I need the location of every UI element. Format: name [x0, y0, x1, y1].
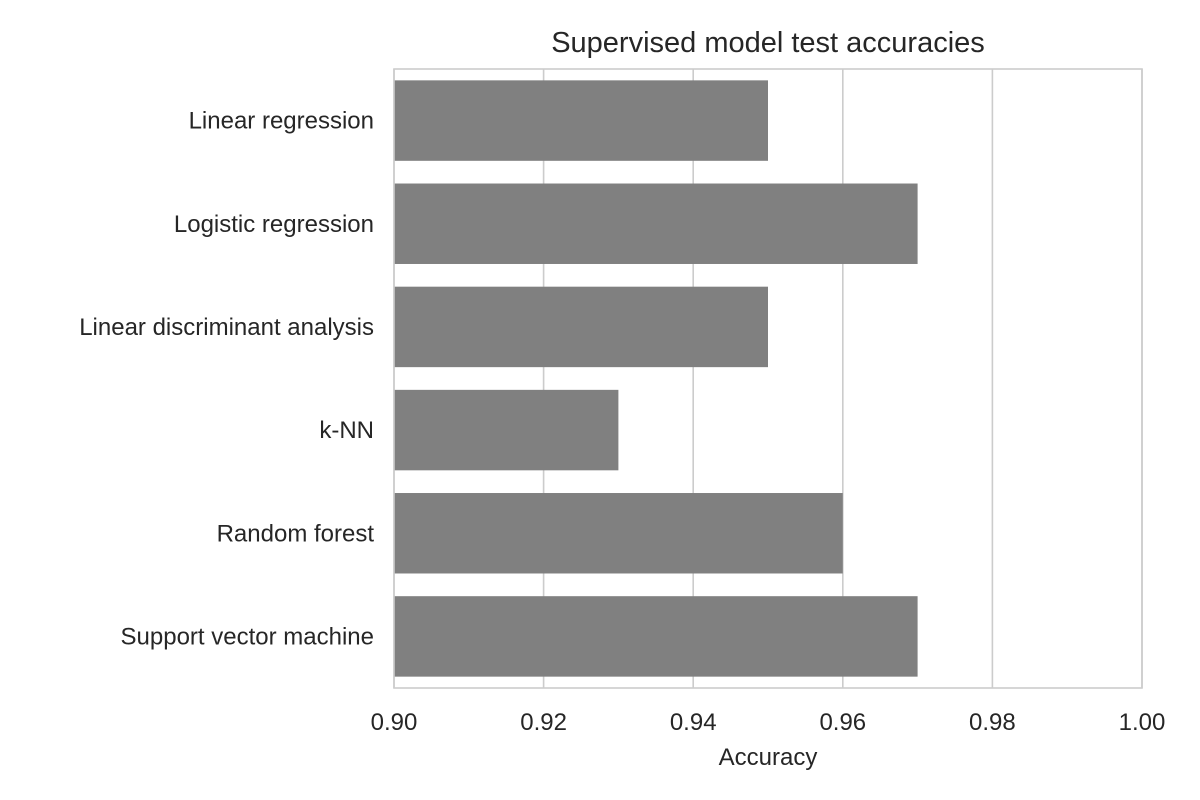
bar: [394, 286, 768, 368]
bar: [394, 389, 619, 471]
bars: [394, 80, 918, 677]
grid-lines: [393, 69, 1143, 688]
x-tick-label: 0.98: [969, 709, 1016, 736]
y-tick-label: k-NN: [319, 417, 374, 444]
x-tick-labels: 0.90 0.92 0.94 0.96 0.98 1.00: [371, 709, 1166, 736]
bar: [394, 183, 918, 264]
x-axis-label: Accuracy: [719, 744, 818, 771]
y-tick-label: Random forest: [217, 520, 375, 547]
x-tick-label: 0.92: [520, 709, 567, 736]
y-tick-label: Logistic regression: [174, 211, 374, 238]
y-tick-label: Linear discriminant analysis: [79, 314, 374, 341]
x-tick-label: 0.96: [819, 709, 866, 736]
bar: [394, 80, 768, 161]
bar: [394, 493, 843, 574]
x-tick-label: 0.94: [670, 709, 717, 736]
chart-title: Supervised model test accuracies: [551, 27, 985, 59]
x-tick-label: 0.90: [371, 709, 418, 736]
y-tick-label: Support vector machine: [121, 623, 374, 650]
x-tick-label: 1.00: [1119, 709, 1166, 736]
plot-frame: [393, 68, 1143, 689]
y-tick-label: Linear regression: [189, 108, 374, 135]
y-tick-labels: Linear regression Logistic regression Line…: [79, 108, 374, 651]
bar: [394, 596, 918, 677]
